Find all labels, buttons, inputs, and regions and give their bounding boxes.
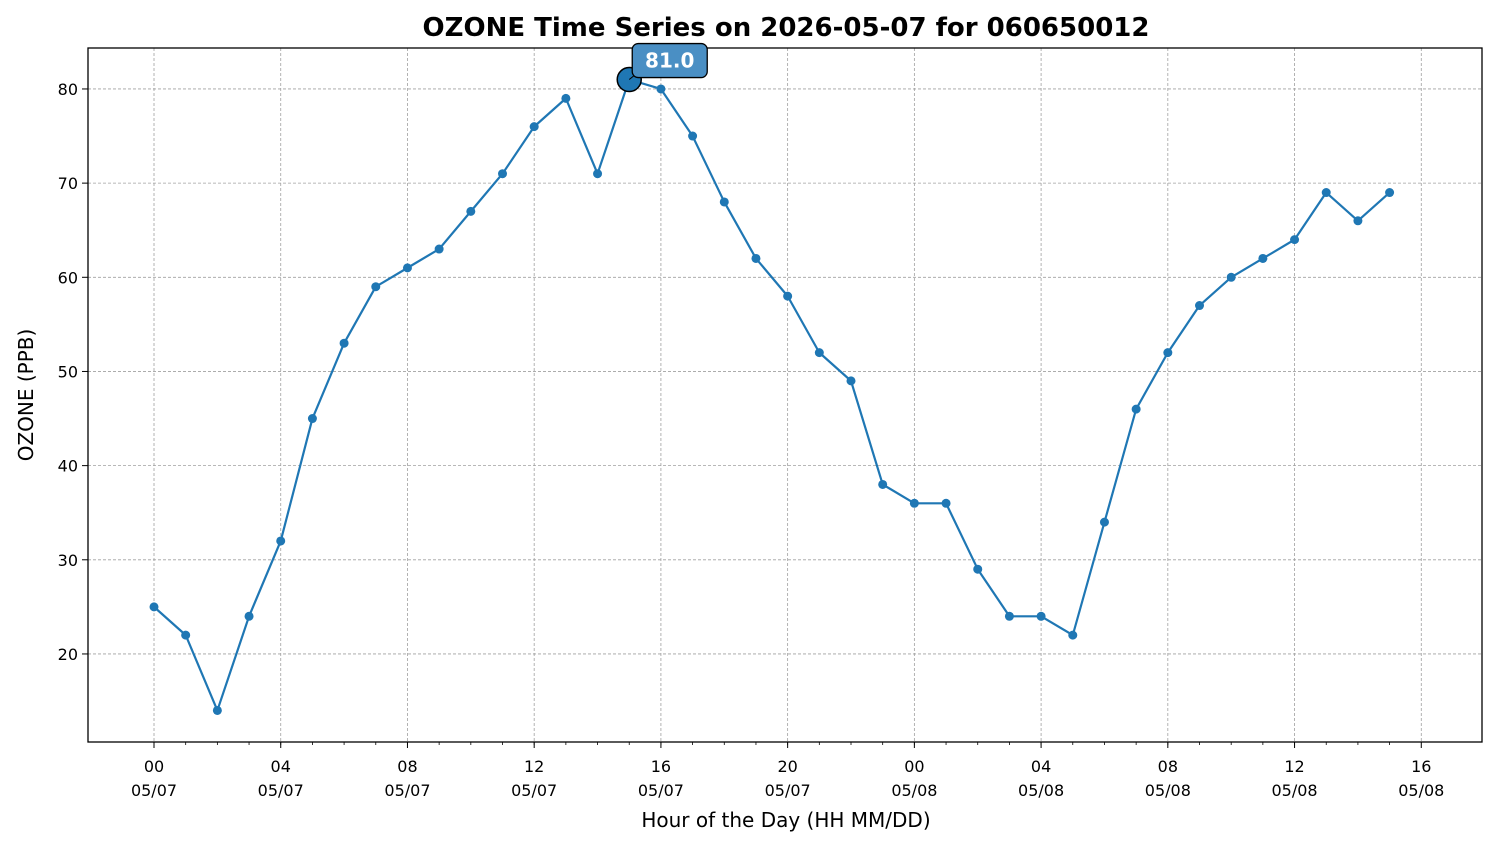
- data-point: [783, 291, 793, 301]
- data-point: [1068, 630, 1078, 640]
- data-point: [814, 348, 824, 358]
- data-point: [561, 93, 571, 103]
- plot-frame: [87, 47, 1483, 743]
- data-point: [941, 498, 951, 508]
- x-tick-label-date: 05/07: [765, 781, 811, 800]
- x-tick-label-date: 05/08: [1145, 781, 1191, 800]
- data-point: [656, 84, 666, 94]
- gridlines: [88, 48, 1482, 742]
- y-tick-label: 50: [58, 362, 78, 381]
- data-point: [1226, 272, 1236, 282]
- y-axis-label: OZONE (PPB): [14, 329, 38, 462]
- data-point: [909, 498, 919, 508]
- x-tick-label-hour: 08: [397, 757, 417, 776]
- data-point: [371, 282, 381, 292]
- x-tick-label-hour: 12: [524, 757, 544, 776]
- x-tick-label-hour: 04: [271, 757, 291, 776]
- data-point: [1385, 188, 1395, 198]
- data-point: [1163, 348, 1173, 358]
- data-point: [593, 169, 603, 179]
- annotation-box: [631, 42, 708, 79]
- data-point: [1099, 517, 1109, 527]
- data-point: [719, 197, 729, 207]
- data-series: [149, 75, 1395, 715]
- series-line: [153, 78, 1391, 712]
- x-tick-label-hour: 08: [1158, 757, 1178, 776]
- y-tick-label: 40: [58, 457, 78, 476]
- data-point: [498, 169, 508, 179]
- annotation-label: 81.0: [645, 49, 694, 73]
- data-point: [878, 479, 888, 489]
- x-tick-label-date: 05/07: [638, 781, 684, 800]
- y-tick-label: 80: [58, 80, 78, 99]
- data-point: [1195, 301, 1205, 311]
- y-tick-label: 20: [58, 645, 78, 664]
- data-point: [846, 376, 856, 386]
- data-point: [244, 611, 254, 621]
- y-tick-label: 60: [58, 268, 78, 287]
- data-point: [149, 602, 159, 612]
- x-tick-label-date: 05/07: [384, 781, 430, 800]
- x-tick-label-hour: 20: [777, 757, 797, 776]
- y-tick-label: 70: [58, 174, 78, 193]
- x-tick-label-date: 05/07: [131, 781, 177, 800]
- data-point: [434, 244, 444, 254]
- x-tick-label-hour: 16: [1411, 757, 1431, 776]
- data-point: [466, 206, 476, 216]
- x-tick-label-hour: 00: [144, 757, 164, 776]
- x-tick-label-date: 05/07: [511, 781, 557, 800]
- x-tick-label-date: 05/07: [258, 781, 304, 800]
- data-point: [1036, 611, 1046, 621]
- x-tick-label-hour: 12: [1284, 757, 1304, 776]
- peak-annotation: 81.0: [616, 42, 708, 93]
- data-point: [1004, 611, 1014, 621]
- x-tick-label-date: 05/08: [891, 781, 937, 800]
- y-tick-label: 30: [58, 551, 78, 570]
- data-point: [1290, 235, 1300, 245]
- chart-title: OZONE Time Series on 2026-05-07 for 0606…: [423, 13, 1150, 43]
- data-point: [529, 122, 539, 132]
- x-tick-label-date: 05/08: [1018, 781, 1064, 800]
- x-tick-label-date: 05/08: [1271, 781, 1317, 800]
- x-tick-label-hour: 04: [1031, 757, 1051, 776]
- data-point: [276, 536, 286, 546]
- data-point: [1131, 404, 1141, 414]
- data-point: [402, 263, 412, 273]
- data-point: [339, 338, 349, 348]
- x-axis-label: Hour of the Day (HH MM/DD): [641, 808, 930, 832]
- data-point: [212, 705, 222, 715]
- data-point: [307, 414, 317, 424]
- data-point: [688, 131, 698, 141]
- data-point: [751, 253, 761, 263]
- x-tick-label-hour: 16: [651, 757, 671, 776]
- x-tick-label-hour: 00: [904, 757, 924, 776]
- data-point: [181, 630, 191, 640]
- x-tick-label-date: 05/08: [1398, 781, 1444, 800]
- data-point: [1258, 253, 1268, 263]
- data-point: [1353, 216, 1363, 226]
- data-point: [973, 564, 983, 574]
- axis-ticks: 20 30 40 50 60 70 80 00 05/07 04 05/07 08 05/07 12 05/…: [58, 80, 1445, 800]
- data-point: [1321, 188, 1331, 198]
